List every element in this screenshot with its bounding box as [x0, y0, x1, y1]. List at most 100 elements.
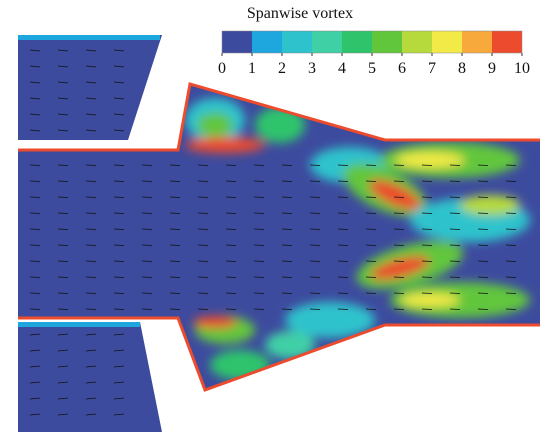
- vector: [225, 276, 237, 278]
- vector: [85, 397, 97, 400]
- vector: [57, 129, 69, 132]
- vector: [449, 196, 461, 198]
- vector: [113, 292, 125, 294]
- vector: [113, 97, 125, 100]
- vector: [477, 228, 489, 230]
- vector: [281, 308, 293, 310]
- vector: [281, 260, 293, 262]
- colorbar-tick-label: 8: [458, 60, 466, 77]
- vector: [393, 180, 405, 182]
- colorbar-tick-label: 7: [428, 60, 436, 77]
- vector: [141, 308, 153, 310]
- vector: [365, 180, 377, 182]
- vector: [421, 180, 433, 182]
- vector: [57, 244, 69, 246]
- vector: [449, 244, 461, 246]
- vector: [225, 164, 237, 166]
- vector: [169, 308, 181, 310]
- vector: [421, 164, 433, 166]
- vector: [477, 260, 489, 262]
- colorbar-tick-label: 6: [398, 60, 406, 77]
- colorbar-band: [462, 31, 492, 53]
- colorbar-tick-label: 4: [338, 60, 346, 77]
- vector: [449, 260, 461, 262]
- vector: [85, 349, 97, 352]
- vector: [309, 276, 321, 278]
- vector: [29, 65, 41, 68]
- vector: [393, 292, 405, 294]
- vector: [29, 308, 41, 310]
- vector: [505, 276, 517, 278]
- vector: [449, 228, 461, 230]
- vector: [421, 212, 433, 214]
- vector: [57, 196, 69, 198]
- vector: [113, 196, 125, 198]
- vector: [253, 164, 265, 166]
- vector: [309, 180, 321, 182]
- vector: [421, 260, 433, 262]
- vector: [57, 333, 69, 336]
- vector: [57, 180, 69, 182]
- vector: [225, 228, 237, 230]
- vector: [365, 196, 377, 198]
- vector: [85, 180, 97, 182]
- vector: [29, 413, 41, 416]
- upper-block-edge: [18, 35, 160, 40]
- vector: [113, 228, 125, 230]
- colorbar-tick-label: 9: [488, 60, 496, 77]
- vector: [365, 260, 377, 262]
- vector: [29, 97, 41, 100]
- vector: [141, 164, 153, 166]
- lower-wall: [18, 316, 540, 392]
- vector: [29, 333, 41, 336]
- vector: [169, 196, 181, 198]
- colorbar-tick-label: 10: [514, 60, 530, 77]
- colorbar-band: [282, 31, 312, 53]
- vector: [57, 81, 69, 84]
- vector: [57, 381, 69, 384]
- vector: [449, 308, 461, 310]
- vector: [337, 244, 349, 246]
- vector: [505, 164, 517, 166]
- vector: [85, 333, 97, 336]
- vector: [85, 228, 97, 230]
- vector: [169, 244, 181, 246]
- vector: [85, 113, 97, 116]
- vector: [449, 164, 461, 166]
- vector: [85, 276, 97, 278]
- vector: [113, 413, 125, 416]
- vector: [253, 212, 265, 214]
- vector: [393, 212, 405, 214]
- vector: [85, 196, 97, 198]
- upper-block: [18, 35, 162, 140]
- vector: [225, 244, 237, 246]
- vector: [421, 276, 433, 278]
- vector: [113, 397, 125, 400]
- vector: [393, 196, 405, 198]
- vector: [169, 164, 181, 166]
- vector: [225, 292, 237, 294]
- vector: [113, 212, 125, 214]
- vector: [29, 292, 41, 294]
- vector: [309, 292, 321, 294]
- vector: [225, 196, 237, 198]
- vector: [29, 381, 41, 384]
- vector: [29, 113, 41, 116]
- vector: [113, 276, 125, 278]
- vector: [365, 292, 377, 294]
- vector: [225, 308, 237, 310]
- vector: [85, 212, 97, 214]
- vector: [449, 212, 461, 214]
- vector: [421, 292, 433, 294]
- vector: [113, 164, 125, 166]
- vector: [477, 276, 489, 278]
- vector: [85, 49, 97, 52]
- vector: [393, 276, 405, 278]
- colorbar-tick-label: 0: [218, 60, 226, 77]
- vector: [85, 292, 97, 294]
- vector: [309, 260, 321, 262]
- vector: [113, 260, 125, 262]
- vector: [281, 292, 293, 294]
- vector: [113, 81, 125, 84]
- vector: [113, 180, 125, 182]
